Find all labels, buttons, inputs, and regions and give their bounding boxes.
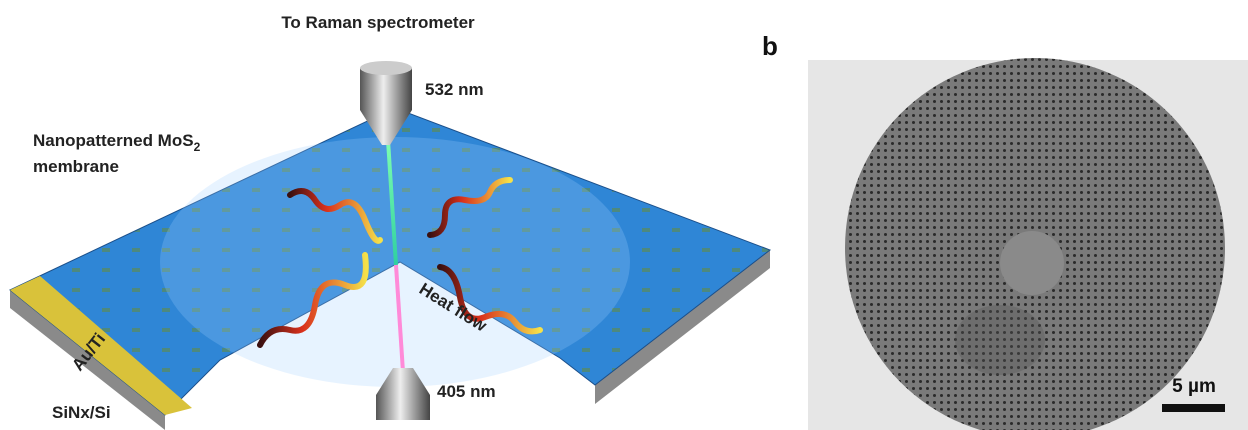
substrate-label: SiNx/Si bbox=[52, 403, 111, 422]
top-label: To Raman spectrometer bbox=[281, 13, 475, 32]
figure: To Raman spectrometer 532 nm 405 nm Nano… bbox=[0, 0, 1248, 430]
sem-spot bbox=[955, 305, 1045, 375]
panel-a: To Raman spectrometer 532 nm 405 nm Nano… bbox=[10, 13, 770, 430]
scale-label: 5 µm bbox=[1172, 376, 1216, 397]
membrane-label: Nanopatterned MoS2 bbox=[33, 131, 201, 154]
laser-bottom-label: 405 nm bbox=[437, 382, 496, 401]
membrane-text: Nanopatterned MoS bbox=[33, 131, 194, 150]
membrane-subscript: 2 bbox=[194, 140, 201, 154]
sem-spot bbox=[1000, 231, 1064, 295]
panel-letter: b bbox=[762, 31, 778, 61]
membrane-label-line2: membrane bbox=[33, 157, 119, 176]
scale-bar bbox=[1162, 404, 1225, 412]
laser-top-label: 532 nm bbox=[425, 80, 484, 99]
panel-b: b 5 µm bbox=[745, 20, 1248, 430]
